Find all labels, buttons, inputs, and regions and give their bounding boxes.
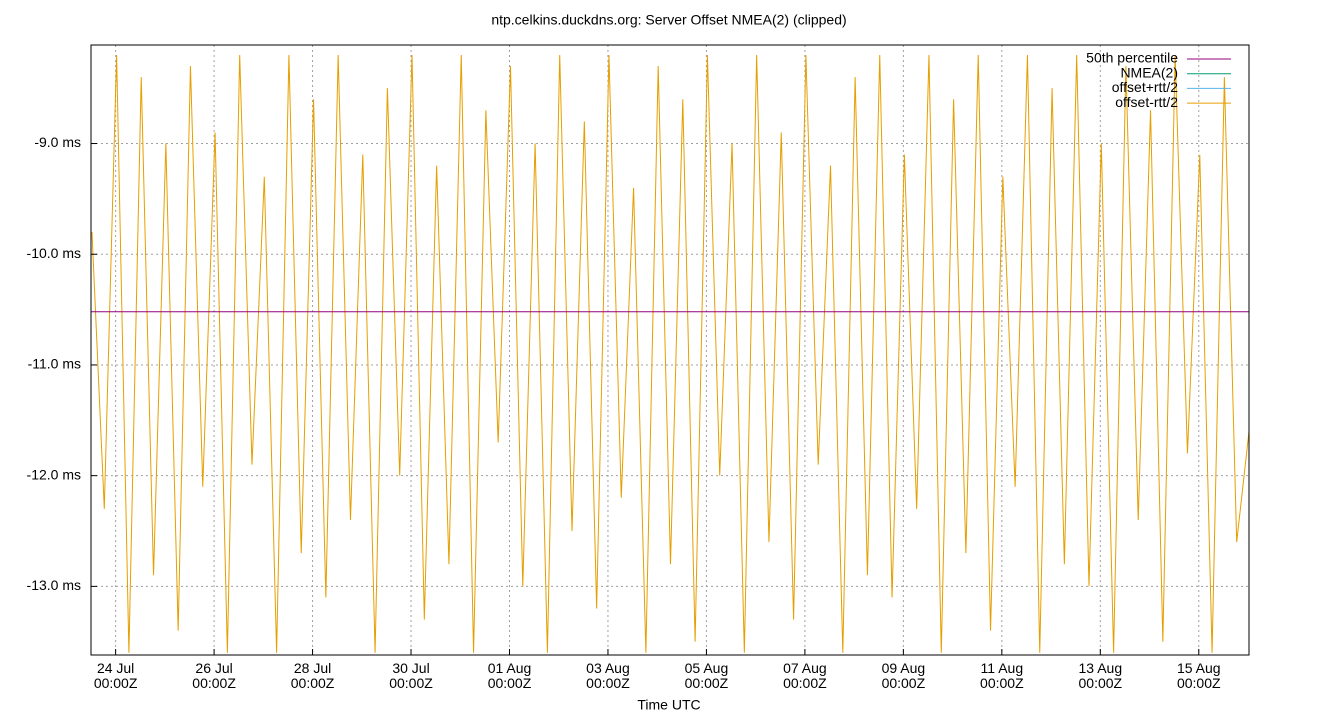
plot-frame — [90, 44, 1250, 656]
x-tick-label: 03 Aug 00:00Z — [586, 660, 630, 691]
y-tick-label: -13.0 ms — [27, 577, 81, 593]
x-tick-label: 05 Aug 00:00Z — [685, 660, 729, 691]
y-tick-label: -11.0 ms — [28, 356, 81, 372]
y-tick-label: -12.0 ms — [27, 466, 81, 482]
legend-label: offset-rtt/2 — [1115, 94, 1178, 110]
x-tick-label: 28 Jul 00:00Z — [291, 660, 335, 691]
series-line — [91, 54, 1249, 653]
x-tick-label: 01 Aug 00:00Z — [488, 660, 532, 691]
x-tick-label: 15 Aug 00:00Z — [1177, 660, 1221, 691]
legend-label: NMEA(2) — [1120, 64, 1178, 80]
x-tick-label: 30 Jul 00:00Z — [389, 660, 433, 691]
x-tick-label: 07 Aug 00:00Z — [783, 660, 827, 691]
plot-lines — [91, 54, 1249, 653]
x-tick-label: 26 Jul 00:00Z — [192, 660, 236, 691]
legend: 50th percentileNMEA(2)offset+rtt/2offset… — [1086, 50, 1231, 110]
x-tick-label: 13 Aug 00:00Z — [1079, 660, 1123, 691]
x-axis-label: Time UTC — [637, 697, 700, 713]
y-tick-label: -9.0 ms — [34, 134, 81, 150]
x-tick-label: 09 Aug 00:00Z — [882, 660, 926, 691]
y-tick-label: -10.0 ms — [27, 245, 81, 261]
x-tick-label: 24 Jul 00:00Z — [94, 660, 138, 691]
legend-label: offset+rtt/2 — [1112, 79, 1178, 95]
legend-label: 50th percentile — [1086, 50, 1178, 66]
x-tick-label: 11 Aug 00:00Z — [980, 660, 1024, 691]
chart-title: ntp.celkins.duckdns.org: Server Offset N… — [491, 12, 846, 28]
